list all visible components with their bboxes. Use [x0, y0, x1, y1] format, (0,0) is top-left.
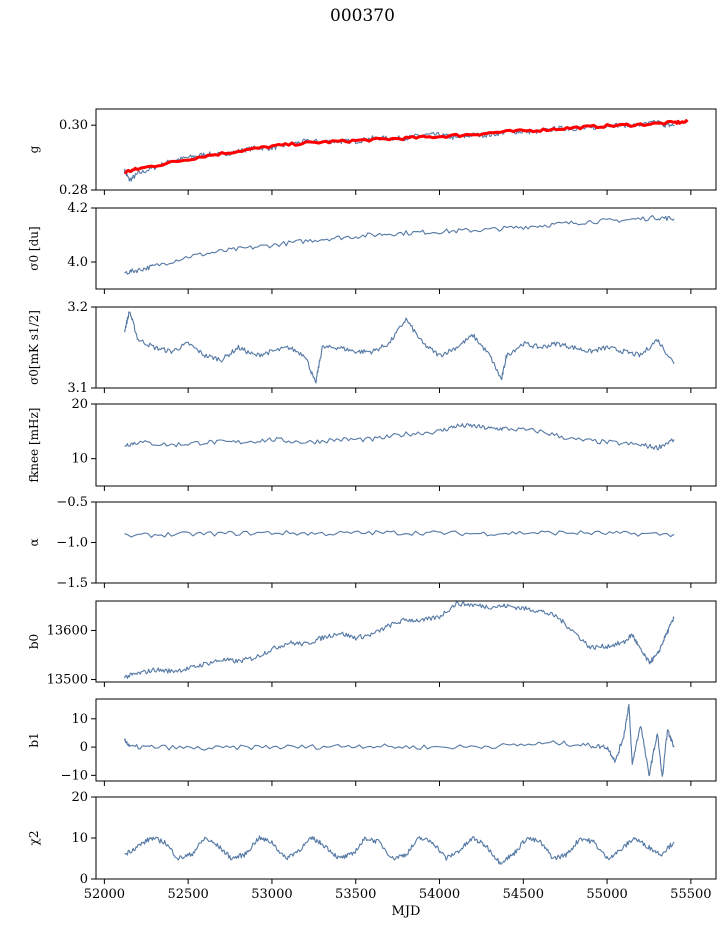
- x-tick-label: 52000: [84, 887, 125, 902]
- x-tick-label: 52500: [167, 887, 208, 902]
- y-tick-label: 3.1: [67, 381, 88, 396]
- panel-frame: [95, 207, 717, 290]
- x-tick-label: 55000: [586, 887, 627, 902]
- x-axis-label: MJD: [392, 904, 421, 919]
- x-tick-label: 54000: [419, 887, 460, 902]
- panel-frame: [95, 403, 717, 487]
- y-tick-label: 13500: [47, 673, 88, 688]
- y-axis-label: b1: [27, 732, 41, 747]
- y-axis-label: α: [27, 538, 41, 546]
- series-line: [123, 119, 675, 182]
- y-axis-label: b0: [27, 634, 41, 649]
- y-axis-label: χ2: [27, 831, 41, 846]
- y-tick-label: 13600: [47, 623, 88, 638]
- panel-frame: [95, 108, 717, 191]
- y-tick-label: 0: [80, 740, 88, 755]
- y-tick-label: 4.2: [67, 201, 88, 216]
- y-tick-label: 0: [80, 872, 88, 887]
- panel-frame: [95, 698, 717, 782]
- y-axis-label: g: [27, 145, 41, 153]
- series-line: [124, 214, 675, 275]
- y-tick-label: 10: [71, 452, 88, 467]
- y-axis-label: σ0 [du]: [27, 226, 41, 270]
- series-line: [124, 835, 675, 865]
- y-tick-label: 10: [71, 712, 88, 727]
- y-tick-label: −1.0: [56, 536, 88, 551]
- y-tick-label: 20: [71, 397, 88, 412]
- series-line: [123, 601, 675, 679]
- x-tick-label: 53000: [251, 887, 292, 902]
- y-tick-label: 4.0: [67, 255, 88, 270]
- y-tick-label: −0.5: [56, 495, 88, 510]
- y-tick-label: −1.5: [56, 576, 88, 591]
- figure-title: 000370: [330, 6, 395, 26]
- panel-frame: [95, 306, 717, 389]
- series-line: [123, 703, 675, 777]
- series-line: [124, 530, 675, 538]
- x-tick-label: 55500: [670, 887, 711, 902]
- x-tick-label: 53500: [335, 887, 376, 902]
- series-line: [124, 423, 675, 451]
- panel-frame: [95, 796, 717, 880]
- y-tick-label: −10: [61, 768, 88, 783]
- series-line: [123, 311, 675, 384]
- y-tick-label: 3.2: [67, 300, 88, 315]
- y-tick-label: 0.28: [59, 183, 88, 198]
- y-axis-label: fknee [mHz]: [27, 408, 41, 483]
- x-tick-label: 54500: [503, 887, 544, 902]
- y-tick-label: 10: [71, 831, 88, 846]
- y-tick-label: 20: [71, 790, 88, 805]
- panel-frame: [95, 501, 717, 584]
- panel-frame: [95, 600, 717, 683]
- y-tick-label: 0.30: [59, 118, 88, 133]
- y-axis-label: σ0[mK s1/2]: [27, 310, 41, 385]
- fit-line: [124, 119, 689, 175]
